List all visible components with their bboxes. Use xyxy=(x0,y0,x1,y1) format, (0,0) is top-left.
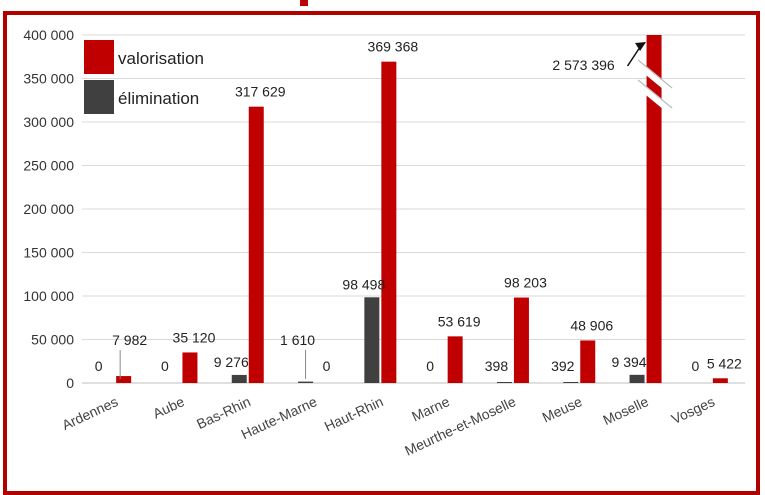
data-label-elimination: 398 xyxy=(485,358,509,374)
data-label-valorisation: 2 573 396 xyxy=(552,57,614,73)
legend-label-elimination: élimination xyxy=(118,89,199,108)
data-label-elimination: 0 xyxy=(691,358,699,374)
bar-valorisation xyxy=(182,352,198,383)
data-label-valorisation: 98 203 xyxy=(504,275,547,291)
axis-break-mark xyxy=(626,42,675,115)
bar-valorisation xyxy=(447,336,463,383)
data-label-elimination: 98 498 xyxy=(342,276,385,292)
data-label-valorisation: 5 422 xyxy=(707,355,742,371)
legend-swatch-valorisation xyxy=(84,40,114,74)
bar-elimination xyxy=(364,297,380,383)
data-label-valorisation: 53 619 xyxy=(438,313,481,329)
bar-elimination xyxy=(496,382,512,383)
bar-valorisation xyxy=(513,297,529,383)
data-label-elimination: 9 276 xyxy=(214,354,249,370)
x-tick-label: Meurthe-et-Moselle xyxy=(402,393,518,459)
bar-elimination xyxy=(231,374,247,383)
break-line xyxy=(637,79,673,109)
data-label-valorisation: 48 906 xyxy=(570,317,613,333)
x-tick-label: Ardennes xyxy=(59,393,120,433)
y-tick-label: 250 000 xyxy=(23,158,74,174)
data-label-elimination: 0 xyxy=(95,358,103,374)
x-tick-label: Moselle xyxy=(600,393,651,428)
data-label-elimination: 1 610 xyxy=(280,332,315,348)
bar-valorisation xyxy=(646,35,662,383)
data-label-elimination: 0 xyxy=(161,358,169,374)
x-tick-label: Haut-Rhin xyxy=(322,393,386,434)
break-gap xyxy=(635,81,675,115)
title-strip xyxy=(300,0,308,6)
x-tick-label: Vosges xyxy=(669,393,717,427)
arrow-head xyxy=(635,42,647,51)
data-label-valorisation: 7 982 xyxy=(112,332,147,348)
bar-valorisation xyxy=(580,340,596,383)
x-tick-label: Haute-Marne xyxy=(239,393,320,442)
data-label-valorisation: 0 xyxy=(323,358,331,374)
y-tick-label: 400 000 xyxy=(23,27,74,43)
bar-valorisation xyxy=(381,61,397,383)
y-tick-label: 0 xyxy=(66,375,74,391)
y-tick-label: 300 000 xyxy=(23,114,74,130)
bar-valorisation xyxy=(248,106,264,383)
chart-border xyxy=(3,11,760,495)
bar-valorisation xyxy=(712,378,728,383)
bar-elimination xyxy=(563,382,579,383)
break-gap xyxy=(635,61,675,95)
y-axis-ticks: 0 50 000 100 000 150 000 200 000 250 000 300 0… xyxy=(23,27,74,391)
data-label-elimination: 9 394 xyxy=(612,354,647,370)
legend-swatch-elimination xyxy=(84,80,114,114)
data-label-elimination: 0 xyxy=(426,358,434,374)
x-tick-label: Marne xyxy=(409,393,452,424)
x-tick-label: Aube xyxy=(150,393,187,421)
bars xyxy=(116,35,728,383)
x-tick-label: Meuse xyxy=(540,393,585,425)
legend-label-valorisation: valorisation xyxy=(118,49,204,68)
bar-valorisation xyxy=(116,376,132,383)
y-tick-label: 50 000 xyxy=(31,332,74,348)
data-label-valorisation: 369 368 xyxy=(368,39,419,55)
y-tick-label: 150 000 xyxy=(23,245,74,261)
break-line xyxy=(637,59,673,89)
y-tick-label: 200 000 xyxy=(23,201,74,217)
data-label-valorisation: 35 120 xyxy=(173,329,216,345)
y-tick-label: 100 000 xyxy=(23,288,74,304)
data-label-valorisation: 317 629 xyxy=(235,84,286,100)
data-label-elimination: 392 xyxy=(551,358,575,374)
legend: valorisation élimination xyxy=(84,40,204,114)
bar-elimination xyxy=(629,374,645,383)
y-tick-label: 350 000 xyxy=(23,71,74,87)
bar-elimination xyxy=(298,381,314,383)
